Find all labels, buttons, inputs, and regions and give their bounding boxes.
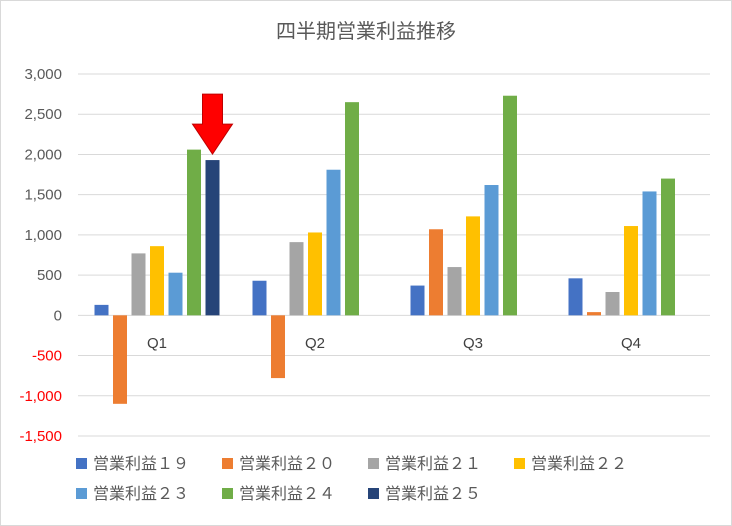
bar <box>605 292 620 316</box>
legend: 営業利益１９ 営業利益２０ 営業利益２１ 営業利益２２ 営業利益２３ 営業利益２４ 営業利益… <box>76 454 627 503</box>
y-tick-label: -500 <box>32 348 62 365</box>
legend-swatch <box>368 488 379 499</box>
bar <box>642 191 657 316</box>
x-tick-label: Q3 <box>463 335 483 352</box>
bar <box>466 216 480 316</box>
y-tick-label: 2,500 <box>24 106 62 123</box>
bar <box>271 315 285 379</box>
bar <box>252 280 267 316</box>
bar <box>150 246 164 316</box>
bar <box>345 102 359 316</box>
chart-title: 四半期営業利益推移 <box>276 19 456 43</box>
annotation-arrow <box>191 93 234 155</box>
legend-label: 営業利益２４ <box>239 484 335 503</box>
x-tick-label: Q1 <box>147 335 167 352</box>
bar <box>484 185 499 316</box>
legend-label: 営業利益２０ <box>239 454 335 473</box>
legend-label: 営業利益２５ <box>385 484 481 503</box>
bar <box>289 242 304 316</box>
legend-swatch <box>222 458 233 469</box>
x-axis: Q1 Q2 Q3 Q4 <box>147 335 641 352</box>
bar <box>168 272 183 316</box>
bar <box>113 315 127 404</box>
bar <box>308 232 322 316</box>
legend-label: 営業利益１９ <box>93 454 189 473</box>
bars <box>94 95 675 404</box>
legend-label: 営業利益２２ <box>531 454 627 473</box>
legend-label: 営業利益２１ <box>385 454 481 473</box>
y-tick-label: 500 <box>37 267 62 284</box>
x-tick-label: Q2 <box>305 335 325 352</box>
legend-swatch <box>222 488 233 499</box>
bar <box>205 160 220 316</box>
legend-swatch <box>76 488 87 499</box>
y-tick-label: 1,000 <box>24 227 62 244</box>
legend-swatch <box>368 458 379 469</box>
y-tick-label: 2,000 <box>24 146 62 163</box>
arrow-icon <box>191 93 234 155</box>
y-tick-label: 3,000 <box>24 66 62 83</box>
y-tick-label: 0 <box>54 307 62 324</box>
bar <box>568 278 583 316</box>
legend-swatch <box>514 458 525 469</box>
y-axis: 3,000 2,500 2,000 1,500 1,000 500 0 -500 -1,000 -… <box>19 66 62 445</box>
bar <box>410 285 425 316</box>
legend-swatch <box>76 458 87 469</box>
y-tick-label: 1,500 <box>24 187 62 204</box>
bar <box>94 304 109 316</box>
bar <box>661 178 675 316</box>
y-tick-label: -1,500 <box>19 428 62 445</box>
bar <box>326 169 341 316</box>
bar <box>429 229 443 316</box>
bar <box>447 267 462 316</box>
bar <box>187 149 201 316</box>
legend-label: 営業利益２３ <box>93 484 189 503</box>
bar <box>503 95 517 316</box>
gridlines <box>78 73 710 437</box>
bar <box>587 312 601 316</box>
y-tick-label: -1,000 <box>19 388 62 405</box>
bar <box>624 226 638 316</box>
bar <box>131 253 146 316</box>
x-tick-label: Q4 <box>621 335 641 352</box>
